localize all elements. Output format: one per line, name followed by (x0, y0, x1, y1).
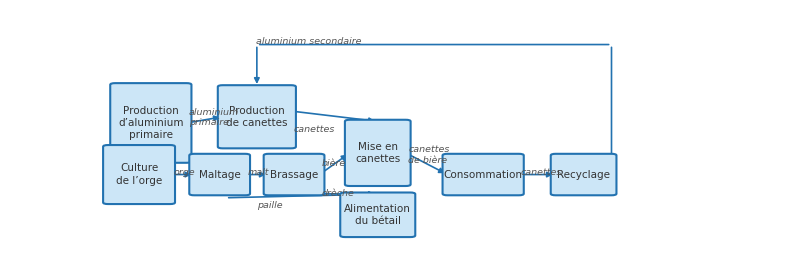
Text: Production
de canettes: Production de canettes (226, 106, 288, 128)
FancyBboxPatch shape (190, 154, 250, 195)
Text: drèche: drèche (322, 189, 355, 198)
Text: canettes
de bière: canettes de bière (408, 145, 450, 165)
Text: malt: malt (247, 168, 269, 177)
Text: aluminium secondaire: aluminium secondaire (256, 37, 362, 46)
Text: Alimentation
du bétail: Alimentation du bétail (344, 204, 411, 226)
FancyBboxPatch shape (218, 85, 296, 148)
Text: Culture
de l’orge: Culture de l’orge (116, 163, 162, 186)
Text: Production
d’aluminium
primaire: Production d’aluminium primaire (118, 106, 183, 140)
Text: Recyclage: Recyclage (557, 170, 610, 180)
Text: Brassage: Brassage (270, 170, 318, 180)
FancyBboxPatch shape (103, 145, 175, 204)
Text: canettes: canettes (520, 168, 562, 177)
FancyBboxPatch shape (110, 83, 191, 163)
Text: Maltage: Maltage (198, 170, 241, 180)
Text: Mise en
canettes: Mise en canettes (355, 142, 400, 164)
Text: bière: bière (322, 159, 346, 168)
Text: Consommation: Consommation (444, 170, 522, 180)
FancyBboxPatch shape (345, 120, 410, 186)
FancyBboxPatch shape (264, 154, 325, 195)
Text: paille: paille (257, 200, 282, 210)
FancyBboxPatch shape (442, 154, 524, 195)
Text: aluminium
primaire: aluminium primaire (189, 108, 239, 127)
FancyBboxPatch shape (550, 154, 617, 195)
FancyBboxPatch shape (340, 192, 415, 237)
Text: orge: orge (174, 168, 195, 177)
Text: canettes: canettes (294, 125, 335, 134)
